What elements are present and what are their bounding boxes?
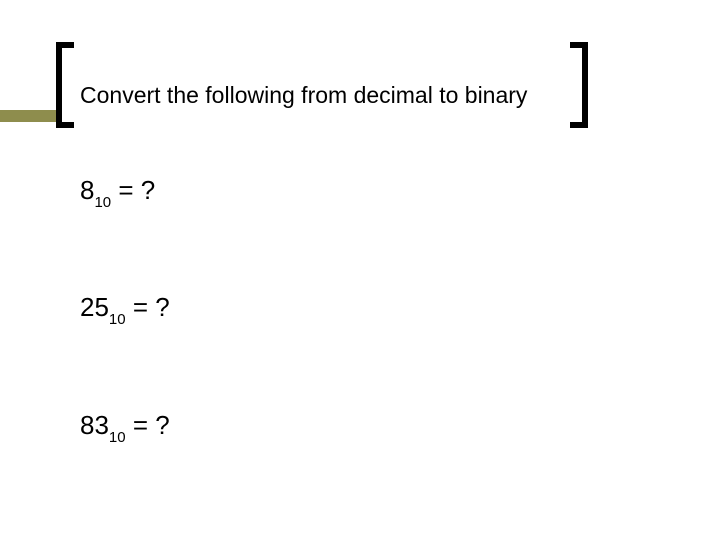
problem-rhs: = ? <box>111 175 155 205</box>
problem-rhs: = ? <box>126 292 170 322</box>
problem-value: 8 <box>80 175 94 205</box>
problem-subscript: 10 <box>94 194 111 211</box>
problem-subscript: 10 <box>109 311 126 328</box>
problem-subscript: 10 <box>109 429 126 446</box>
problem-rhs: = ? <box>126 410 170 440</box>
problem-1: 810 = ? <box>80 175 155 209</box>
problem-2: 2510 = ? <box>80 292 170 326</box>
bracket-left <box>56 42 74 128</box>
slide-title: Convert the following from decimal to bi… <box>80 82 527 109</box>
problem-value: 83 <box>80 410 109 440</box>
problem-value: 25 <box>80 292 109 322</box>
problem-3: 8310 = ? <box>80 410 170 444</box>
bracket-right <box>570 42 588 128</box>
accent-bar <box>0 110 60 122</box>
